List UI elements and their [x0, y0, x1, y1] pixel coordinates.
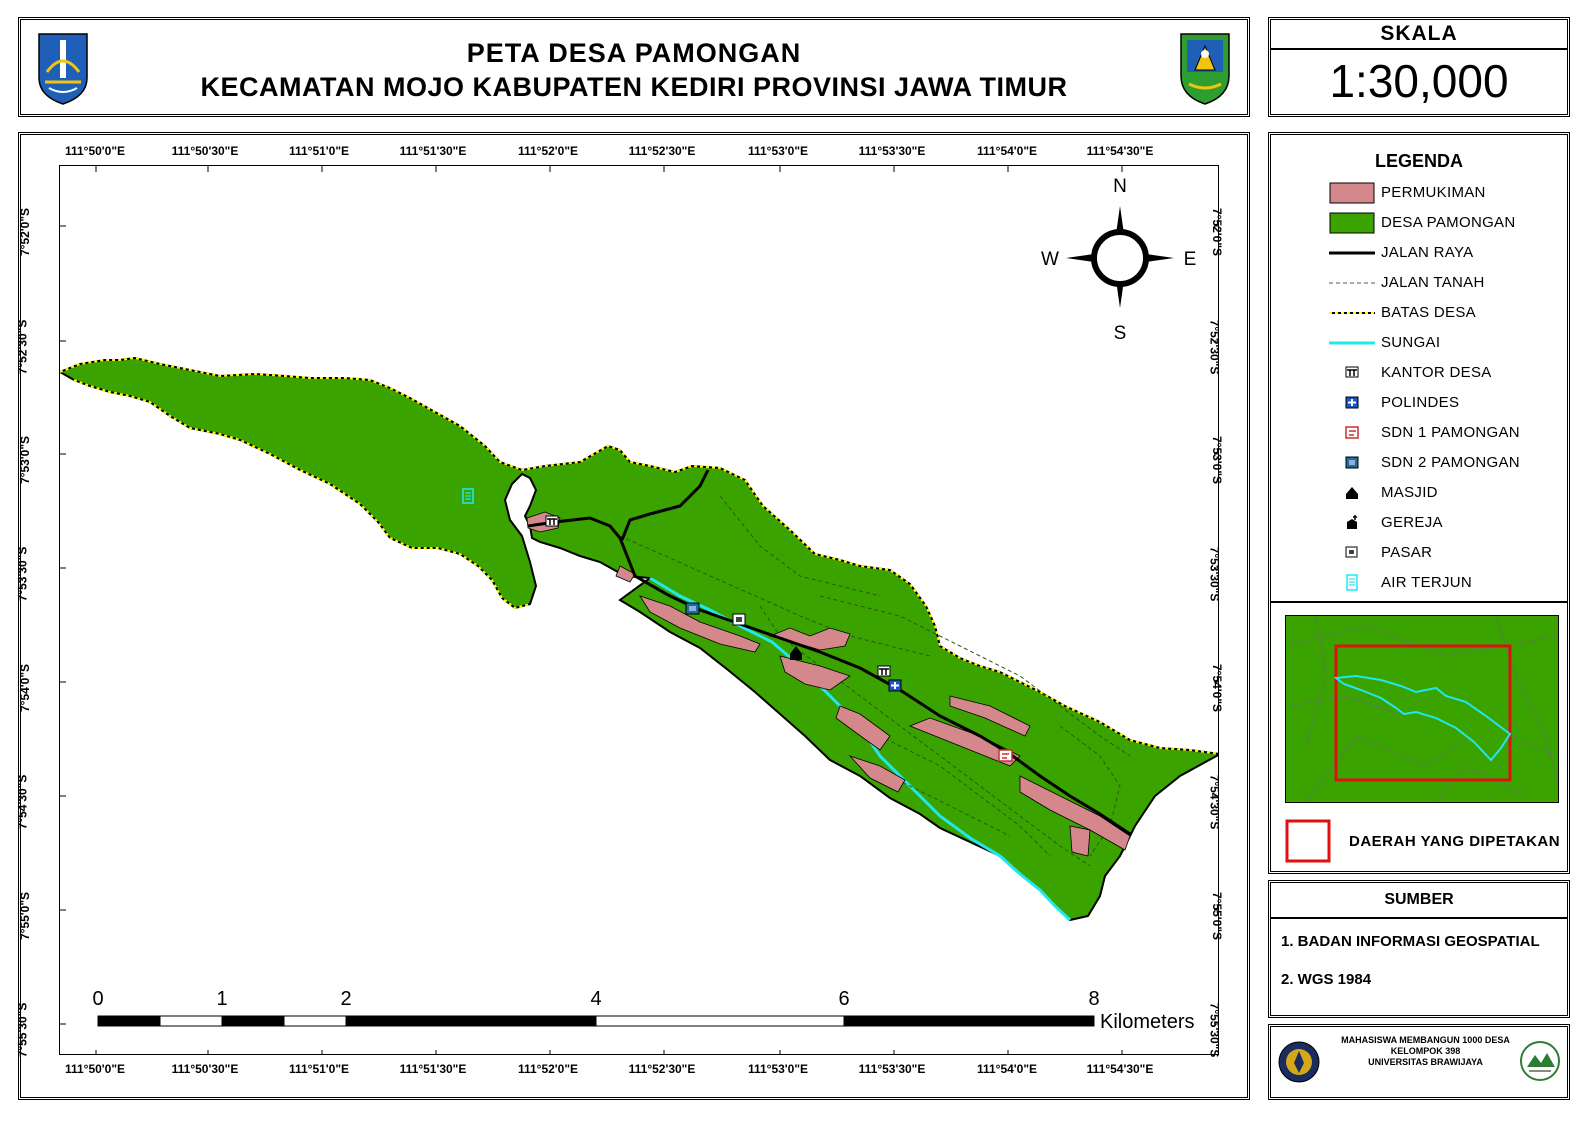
title-panel: PETA DESA PAMONGAN KECAMATAN MOJO KABUPA…	[18, 17, 1250, 117]
scale-value: 1:30,000	[1329, 55, 1509, 107]
brawijaya-logo-icon	[1278, 1041, 1320, 1083]
lon-label-bottom: 111°53'0"E	[747, 1062, 809, 1076]
lon-label-bottom: 111°52'30"E	[628, 1062, 696, 1076]
gereja-icon	[1347, 515, 1357, 529]
batas-desa-line-icon	[1329, 312, 1375, 314]
inset-label: DAERAH YANG DIPETAKAN	[1349, 833, 1561, 850]
lon-label-bottom: 111°53'30"E	[858, 1062, 926, 1076]
lon-label-top: 111°50'30"E	[171, 144, 239, 158]
batas-desa-line	[60, 356, 1218, 755]
sungai-line-icon	[1329, 341, 1375, 345]
lat-label-left: 7°53'0"S	[18, 435, 33, 485]
credit-line: MAHASISWA MEMBANGUN 1000 DESA	[1341, 1035, 1510, 1045]
lon-label-bottom: 111°54'30"E	[1086, 1062, 1154, 1076]
east-java-emblem-icon	[38, 33, 88, 105]
north-label: N	[1113, 176, 1127, 197]
desa-pamongan-area[interactable]	[60, 356, 1219, 922]
lon-label-top: 111°54'30"E	[1086, 144, 1154, 158]
lon-label-top: 111°53'0"E	[747, 144, 809, 158]
kantor-desa-icon[interactable]	[545, 515, 559, 527]
jalan-tanah-line-icon	[1329, 282, 1375, 284]
polindes-icon	[1345, 396, 1359, 409]
permukiman-areas	[526, 511, 1131, 857]
map-frame: 111°50'0"E 111°50'30"E 111°51'0"E 111°51…	[15, 132, 1250, 1100]
jalan-raya-line-icon	[1329, 251, 1375, 255]
lon-label-bottom: 111°51'30"E	[399, 1062, 467, 1076]
scale-bar-label: 0	[92, 988, 103, 1010]
scale-bar	[97, 1015, 1095, 1027]
scale-bar-label: 8	[1088, 988, 1099, 1010]
lon-label-top: 111°51'0"E	[288, 144, 350, 158]
lat-label-left: 7°53'30"S	[15, 546, 30, 602]
lon-label-top: 111°53'30"E	[858, 144, 926, 158]
mmd-logo-icon	[1520, 1041, 1560, 1081]
overview-svg	[1285, 615, 1559, 803]
north-arrow	[1066, 206, 1174, 308]
masjid-icon[interactable]	[790, 646, 802, 660]
lat-label-left: 7°54'0"S	[18, 663, 33, 713]
scale-header: SKALA	[1271, 20, 1567, 50]
mapped-area-swatch-icon	[1285, 819, 1331, 863]
west-label: W	[1041, 249, 1059, 270]
scale-bar-label: 6	[838, 988, 849, 1010]
jalan-tanah-lines	[619, 495, 1131, 867]
lon-label-top: 111°52'30"E	[628, 144, 696, 158]
source-item: 2. WGS 1984	[1281, 971, 1372, 988]
lon-label-bottom: 111°52'0"E	[517, 1062, 579, 1076]
waterfall-icon	[1346, 574, 1358, 591]
map-title: PETA DESA PAMONGAN	[466, 38, 802, 68]
pasar-icon[interactable]	[732, 613, 746, 626]
source-header: SUMBER	[1271, 883, 1567, 919]
overview-inset-map[interactable]	[1285, 615, 1559, 803]
lon-label-bottom: 111°54'0"E	[976, 1062, 1038, 1076]
source-item: 1. BADAN INFORMASI GEOSPATIAL	[1281, 933, 1540, 950]
scale-bar-unit: Kilometers	[1100, 1011, 1194, 1033]
map-subtitle: KECAMATAN MOJO KABUPATEN KEDIRI PROVINSI…	[200, 72, 1068, 102]
lat-label-left: 7°52'30"S	[15, 319, 30, 375]
lon-label-top: 111°51'30"E	[399, 144, 467, 158]
scale-bar-label: 1	[216, 988, 227, 1010]
sdn1-icon	[1345, 426, 1359, 439]
credit-line: KELOMPOK 398	[1390, 1046, 1461, 1056]
kantor-desa-icon[interactable]	[877, 665, 891, 677]
lat-label-left: 7°55'30"S	[15, 1002, 30, 1058]
sdn2-icon[interactable]	[685, 602, 700, 615]
lon-label-bottom: 111°50'30"E	[171, 1062, 239, 1076]
permukiman-swatch-icon	[1329, 182, 1375, 204]
masjid-icon	[1346, 487, 1358, 499]
kantor-desa-icon	[1345, 366, 1359, 378]
jalan-raya-branch	[620, 469, 710, 541]
credit-line: UNIVERSITAS BRAWIJAYA	[1368, 1057, 1483, 1067]
lat-label-left: 7°54'30"S	[15, 774, 30, 830]
lon-label-top: 111°52'0"E	[517, 144, 579, 158]
batas-desa-line	[73, 379, 531, 610]
legend-divider	[1271, 601, 1567, 603]
lon-label-top: 111°54'0"E	[976, 144, 1038, 158]
jalan-raya-line	[527, 516, 1131, 836]
waterfall-icon[interactable]	[462, 488, 474, 504]
pasar-icon	[1345, 546, 1358, 558]
graticule-ticks	[60, 166, 1218, 1054]
south-label: S	[1114, 323, 1127, 344]
polindes-icon[interactable]	[888, 679, 902, 692]
lon-label-top: 111°50'0"E	[64, 144, 126, 158]
map-canvas[interactable]: N S W E 0 1 2 4 6 8 Kilometers	[59, 165, 1219, 1055]
lat-label-left: 7°55'0"S	[18, 891, 33, 941]
credit-panel: MAHASISWA MEMBANGUN 1000 DESA KELOMPOK 3…	[1268, 1024, 1570, 1100]
legend-panel: LEGENDA PERMUKIMAN DESA PAMONGAN JALAN R…	[1268, 132, 1570, 874]
lat-label-left: 7°52'0"S	[18, 207, 33, 257]
source-panel: SUMBER 1. BADAN INFORMASI GEOSPATIAL 2. …	[1268, 880, 1570, 1018]
kediri-emblem-icon	[1180, 33, 1230, 105]
lon-label-bottom: 111°50'0"E	[64, 1062, 126, 1076]
scale-panel: SKALA 1:30,000	[1268, 17, 1570, 117]
map-svg[interactable]: N S W E 0 1 2 4 6 8 Kilometers	[60, 166, 1219, 1055]
east-label: E	[1184, 249, 1197, 270]
desa-swatch-icon	[1329, 212, 1375, 234]
sdn1-icon[interactable]	[998, 749, 1013, 762]
sdn2-icon	[1345, 456, 1359, 469]
legend-title: LEGENDA	[1374, 151, 1463, 171]
scale-bar-label: 4	[590, 988, 601, 1010]
lon-label-bottom: 111°51'0"E	[288, 1062, 350, 1076]
scale-bar-label: 2	[340, 988, 351, 1010]
